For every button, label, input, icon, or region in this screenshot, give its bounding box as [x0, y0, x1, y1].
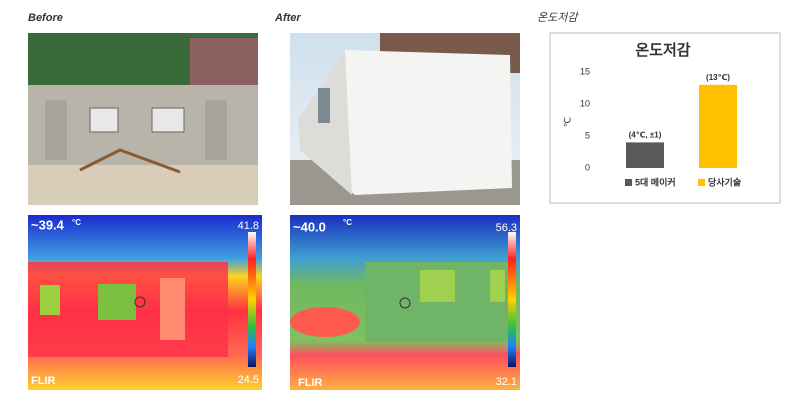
- y-tick-label: 0: [585, 162, 590, 172]
- brand: FLIR: [298, 377, 322, 389]
- before-label: Before: [28, 12, 63, 24]
- chart-title: 온도저감: [635, 41, 690, 59]
- y-tick-label: 5: [585, 130, 590, 140]
- value-label: (13℃): [706, 73, 730, 82]
- thermal-before: [28, 215, 262, 390]
- legend-swatch: [625, 179, 632, 186]
- spot-temp: ~40.0: [293, 219, 326, 234]
- reduction-label: 온도저감: [537, 11, 579, 24]
- value-label: (4℃, ±1): [629, 131, 662, 140]
- legend-label: 5대 메이커: [635, 176, 676, 187]
- legend-label: 당사기술: [708, 176, 741, 187]
- chart-frame: [549, 32, 781, 204]
- legend-swatch: [698, 179, 705, 186]
- y-tick-label: 10: [580, 98, 590, 108]
- y-axis-label: ℃: [562, 117, 572, 127]
- thermal-after: [290, 215, 520, 390]
- bar: [626, 142, 664, 168]
- after-label: After: [274, 12, 301, 24]
- chart: 온도저감 ℃ 0 5 10 15 (4℃, ±1) 5대 메이커 (13℃) 당사기술: [562, 41, 741, 187]
- unit: °C: [72, 218, 81, 227]
- unit: °C: [343, 218, 352, 227]
- bar: [699, 84, 737, 168]
- min-temp: 24.5: [238, 374, 259, 386]
- y-tick-label: 15: [580, 66, 590, 76]
- before-photo: [28, 33, 258, 205]
- max-temp: 56.3: [496, 222, 517, 234]
- spot-temp: ~39.4: [31, 217, 65, 232]
- min-temp: 32.1: [496, 376, 517, 388]
- after-photo: [290, 33, 520, 205]
- max-temp: 41.8: [238, 220, 259, 232]
- brand: FLIR: [31, 375, 55, 387]
